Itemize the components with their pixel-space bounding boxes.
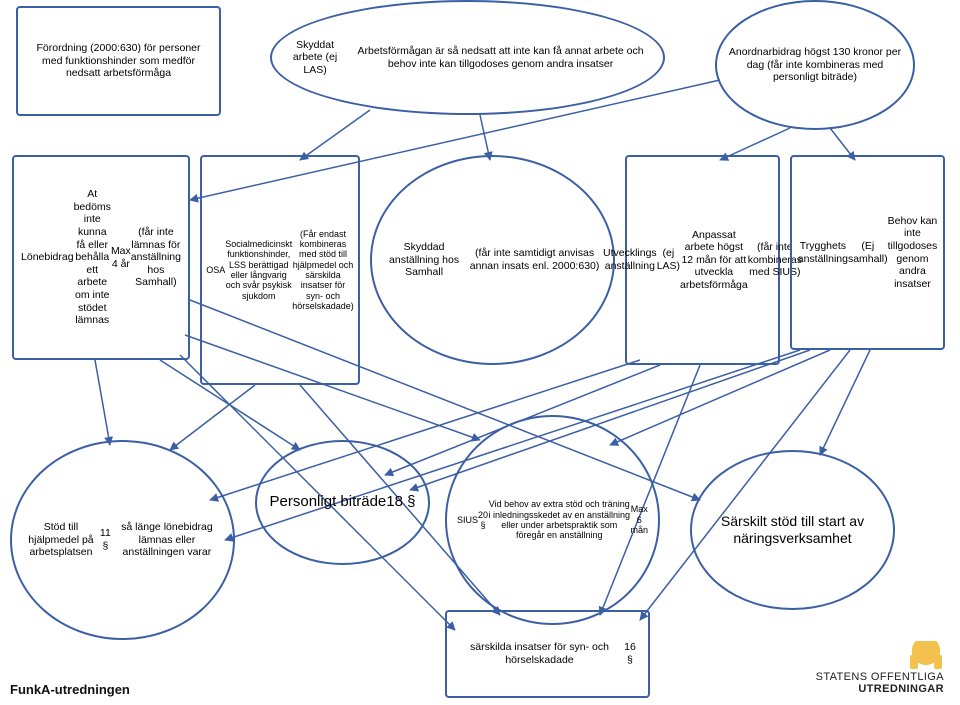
diagram-stage: Förordning (2000:630) för personer med f… [0, 0, 960, 705]
node-lonebidrag: LönebidragAt bedöms inte kunna få eller … [12, 155, 190, 360]
node-bitrade: Personligt biträde18 § [255, 440, 430, 565]
node-utvecklings: Utvecklings anställning(ej LAS)Anpassat … [625, 155, 780, 365]
node-hjalpmedel: Stöd till hjälpmedel på arbetsplatsen11 … [10, 440, 235, 640]
node-syn: särskilda insatser för syn- och hörselsk… [445, 610, 650, 698]
node-osa: OSASocialmedicinskt funktionshinder, LSS… [200, 155, 360, 385]
connector-skyddat-skyddad [480, 115, 490, 160]
crest-logo: STATENS OFFENTLIGA UTREDNINGAR [816, 641, 944, 695]
crest-line2: UTREDNINGAR [816, 683, 944, 695]
node-trygghets: Trygghets anställning(Ej samhall)Behov k… [790, 155, 945, 350]
connector-osa-hjalpmedel [170, 385, 255, 450]
footer-label: FunkA-utredningen [10, 682, 130, 697]
crown-icon [908, 641, 944, 669]
node-skyddat: Skyddat arbete (ej LAS)Arbetsförmågan är… [270, 0, 665, 115]
connector-skyddat-osa [300, 110, 370, 160]
connector-lonebidrag-hjalpmedel [95, 360, 110, 445]
node-skyddad: Skyddad anställning hos Samhall(får inte… [370, 155, 615, 365]
node-narings: Särskilt stöd till start av närings­verk… [690, 450, 895, 610]
crest-line1: STATENS OFFENTLIGA [816, 671, 944, 683]
node-sius: SIUS20 §Vid behov av extra stöd och trän… [445, 415, 660, 625]
connector-trygghets-narings [820, 350, 870, 455]
node-forordning: Förordning (2000:630) för personer med f… [16, 6, 221, 116]
node-anordnar: Anordnarbidrag högst 130 kronor per dag … [715, 0, 915, 130]
